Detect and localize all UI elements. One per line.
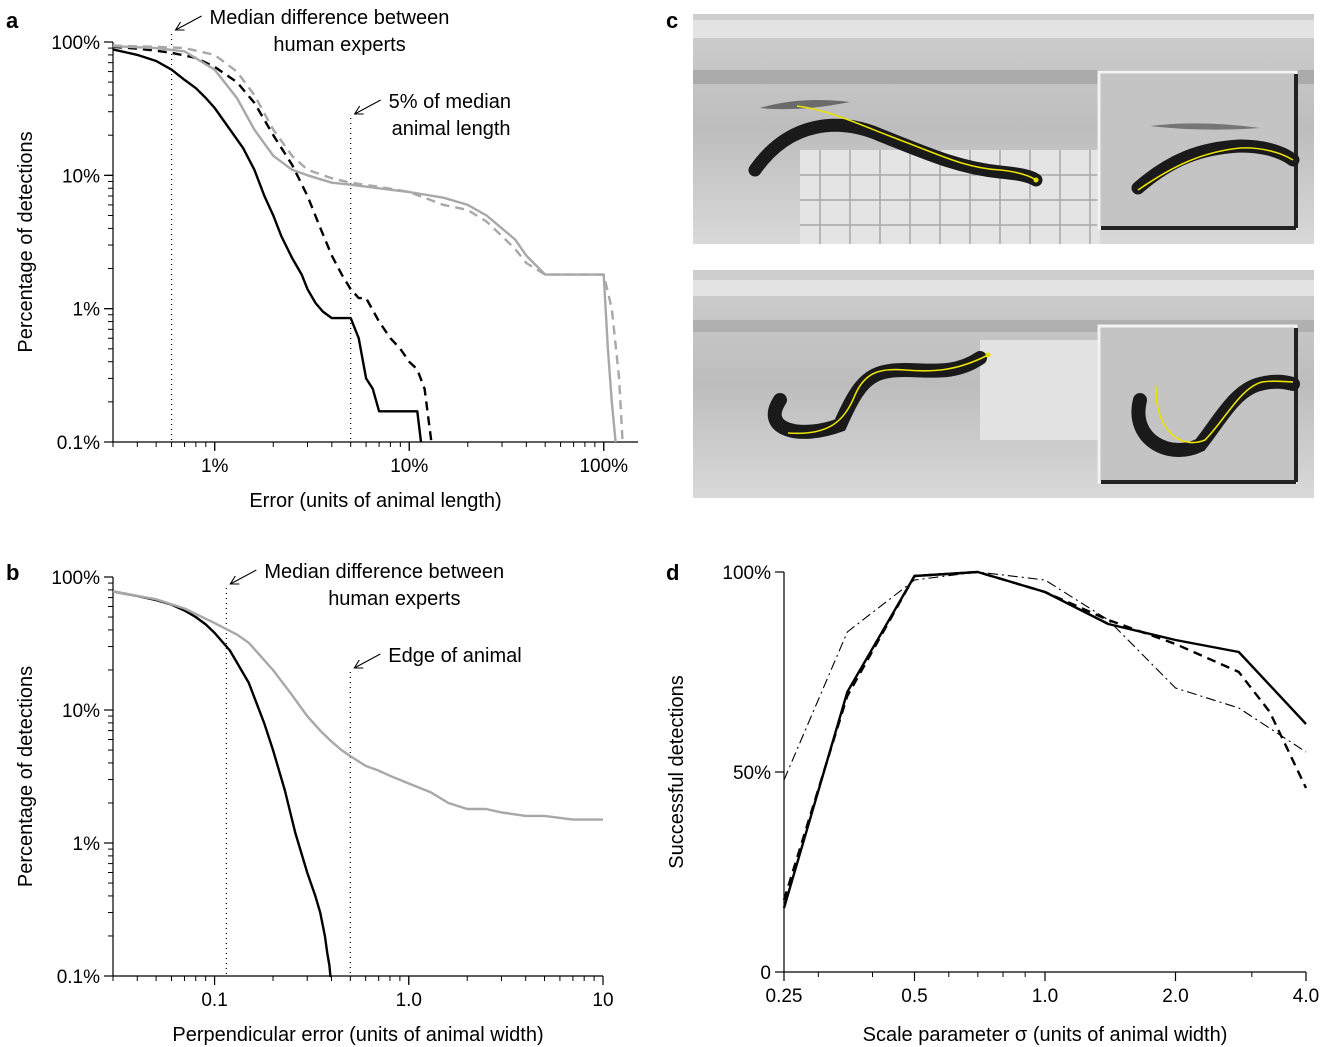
x-axis-label: Perpendicular error (units of animal wid…: [172, 1024, 543, 1046]
x-tick-label: 0.1: [201, 990, 227, 1011]
y-tick-label: 0: [760, 963, 771, 984]
y-tick-label: 0.1%: [57, 433, 100, 454]
x-axis-label: Scale parameter σ (units of animal width…: [863, 1024, 1228, 1046]
chart-a: 1% 10% 100% 100% 10% 1% 0.1% Error (units of an…: [15, 7, 638, 512]
panel-label-a: a: [6, 8, 19, 33]
series-line-solid-black: [112, 590, 332, 978]
panel-label-d: d: [666, 560, 679, 585]
annotation-arrow-five-percent: [354, 99, 381, 115]
x-axis-label: Error (units of animal length): [249, 490, 501, 512]
series-line-solid-black: [782, 570, 1307, 909]
series-line-dashdot-black: [783, 571, 1307, 781]
annotation-arrowhead: [174, 21, 185, 31]
series-line-dashed-black: [782, 570, 1308, 901]
series-line-dashed-black: [112, 45, 433, 443]
y-tick-label: 1%: [73, 300, 101, 321]
panel-label-c: c: [666, 8, 678, 33]
tracked-spine-top: [796, 105, 1037, 181]
series-line-solid-gray: [112, 45, 617, 443]
y-tick-label: 10%: [62, 701, 100, 722]
y-axis-label: Successful detections: [666, 675, 688, 868]
photo-top: [693, 14, 1314, 244]
x-tick-label: 1.0: [1032, 986, 1058, 1007]
x-tick-label: 0.25: [766, 986, 803, 1007]
x-tick-label: 1.0: [396, 990, 422, 1011]
inset-bottom: [1097, 324, 1298, 484]
x-tick-label: 1%: [201, 456, 229, 477]
x-tick-label: 4.0: [1293, 986, 1319, 1007]
annotation-arrow-edge-animal: [354, 653, 381, 669]
photo-bottom: [693, 270, 1314, 498]
x-tick-label: 10%: [390, 456, 428, 477]
y-axis-label: Percentage of detections: [15, 666, 37, 887]
annotation-text-five-percent: animal length: [392, 118, 511, 140]
y-tick-label: 100%: [51, 568, 100, 589]
photo-panel-c: [693, 14, 1314, 498]
annotation-arrowhead: [229, 575, 240, 585]
annotation-text-five-percent: 5% of median: [389, 91, 511, 113]
worm-top: [748, 118, 1043, 187]
y-tick-label: 1%: [73, 834, 101, 855]
x-tick-label: 2.0: [1162, 986, 1188, 1007]
y-tick-label: 50%: [733, 763, 771, 784]
annotation-text-median-human: human experts: [328, 588, 460, 610]
series-line-solid-black: [112, 48, 423, 443]
annotation-text-median-human: human experts: [273, 34, 405, 56]
annotation-text-median-human: Median difference between: [264, 561, 504, 583]
y-tick-label: 10%: [62, 166, 100, 187]
tracked-spine-bottom: [787, 354, 989, 435]
annotation-arrow-median-human: [230, 569, 257, 585]
x-tick-label: 10: [592, 990, 613, 1011]
x-tick-label: 0.5: [901, 986, 927, 1007]
y-tick-label: 0.1%: [57, 967, 100, 988]
y-tick-label: 100%: [722, 563, 771, 584]
y-axis-label: Percentage of detections: [15, 131, 37, 352]
annotation-text-edge-animal: Edge of animal: [388, 645, 521, 667]
chart-b: 0.1 1.0 10 100% 10% 1% 0.1% Perpendicular error…: [15, 561, 614, 1046]
series-line-dashed-gray: [112, 44, 624, 443]
annotation-arrow-median-human: [175, 15, 202, 31]
annotation-arrowhead: [353, 105, 364, 115]
y-tick-label: 100%: [51, 33, 100, 54]
panel-label-b: b: [6, 560, 19, 585]
annotation-text-median-human: Median difference between: [210, 7, 450, 29]
x-tick-label: 100%: [579, 456, 628, 477]
chart-d: 0.25 0.5 1.0 2.0 4.0 100% 50% 0 Scale parameter …: [666, 563, 1319, 1046]
series-line-solid-gray: [112, 590, 603, 821]
annotation-arrowhead: [353, 659, 364, 669]
